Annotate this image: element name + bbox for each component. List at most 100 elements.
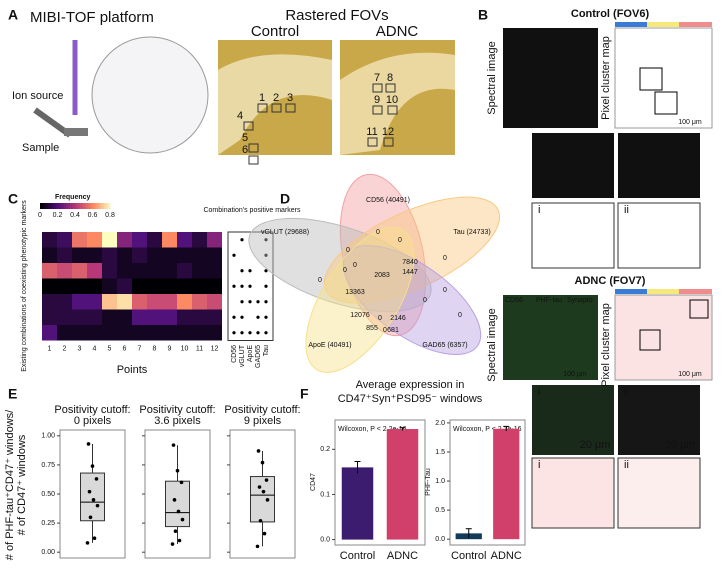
fov-box: [387, 105, 398, 115]
heat-cell: [57, 247, 72, 263]
marker-dot: [240, 269, 244, 273]
heat-cell: [117, 325, 132, 341]
point: [257, 485, 262, 489]
label: # of CD47⁺ windows: [16, 434, 28, 535]
label: 0: [353, 262, 357, 269]
colorbar: [48, 203, 51, 209]
marker-dot: [264, 331, 268, 335]
colorbar: [88, 203, 91, 209]
heat-cell: [72, 263, 87, 279]
heat-cell: [57, 325, 72, 341]
heat-cell: [102, 309, 117, 325]
heat-cell: [207, 263, 222, 279]
heat-cell: [147, 232, 162, 248]
label: 12076: [350, 312, 370, 319]
point: [88, 515, 93, 520]
heat-cell: [72, 232, 87, 248]
label: 2146: [390, 315, 406, 322]
marker-dot: [256, 300, 260, 304]
label: ii: [624, 204, 629, 216]
label: D: [280, 191, 290, 207]
marker-dot: [248, 300, 252, 304]
point: [176, 509, 181, 514]
colorbar: [86, 203, 89, 209]
heat-cell: [102, 247, 117, 263]
colorbar: [46, 203, 49, 209]
point: [170, 542, 175, 546]
point: [86, 442, 91, 446]
marker-dot: [248, 269, 252, 273]
heat-cell: [162, 278, 177, 294]
heat-cell: [192, 309, 207, 325]
label: Wilcoxon, P < 2.2e-16: [338, 426, 407, 433]
label: 0: [318, 277, 322, 284]
heat-cell: [117, 232, 132, 248]
marker-dot: [232, 284, 236, 288]
fov-box: [367, 137, 378, 147]
label: 5: [108, 345, 112, 352]
heat-cell: [207, 294, 222, 310]
heat-cell: [42, 294, 57, 310]
label: CD56: [231, 345, 238, 363]
heat-cell: [87, 278, 102, 294]
label: 7: [138, 345, 142, 352]
label: 9: [168, 345, 172, 352]
heat-cell: [192, 232, 207, 248]
label: MIBI-TOF platform: [30, 9, 154, 26]
point: [255, 544, 260, 549]
heat-cell: [207, 325, 222, 341]
marker-dot: [240, 284, 244, 288]
colorbar: [64, 203, 67, 209]
y-tick-label: 0.00: [41, 549, 55, 556]
label: B: [478, 7, 488, 23]
point: [177, 538, 182, 543]
fov-box: [271, 103, 282, 113]
label: 1447: [402, 269, 418, 276]
label: 0: [398, 237, 402, 244]
label: Positivity cutoff:: [224, 404, 300, 416]
point: [173, 529, 178, 534]
colorbar: [108, 203, 111, 209]
heat-cell: [117, 309, 132, 325]
label: 13363: [345, 289, 365, 296]
marker-dot: [264, 284, 268, 288]
heat-cell: [42, 232, 57, 248]
heat-cell: [57, 263, 72, 279]
heat-cell: [57, 232, 72, 248]
fov-box: [385, 83, 396, 93]
label: Control: [251, 23, 299, 40]
heat-cell: [162, 247, 177, 263]
label: PHF-Tau: [425, 468, 432, 496]
y-tick-label: 1.00: [41, 433, 55, 440]
heat-cell: [132, 247, 147, 263]
marker-dot: [264, 269, 268, 273]
heat-cell: [72, 247, 87, 263]
label: CD56 (40491): [366, 197, 410, 204]
heat-cell: [132, 278, 147, 294]
sample-stage: [64, 128, 88, 136]
label: Spectral image: [486, 308, 498, 381]
label: ii: [624, 459, 629, 471]
heat-cell: [147, 278, 162, 294]
y-tick-label: 0.75: [41, 462, 55, 469]
venn-set: [248, 217, 432, 313]
label: ApoE: [247, 345, 254, 362]
heat-cell: [72, 325, 87, 341]
label: 20 μm: [665, 439, 696, 451]
label: 0: [443, 255, 447, 262]
heat-cell: [132, 263, 147, 279]
label: 0: [383, 327, 387, 334]
label: 1: [259, 92, 265, 104]
heat-cell: [162, 232, 177, 248]
heat-cell: [102, 263, 117, 279]
label: ADNC: [376, 23, 419, 40]
label: ADNC (FOV7): [575, 275, 646, 287]
label: Control (FOV6): [571, 8, 650, 20]
marker-dot: [240, 300, 244, 304]
label: i: [538, 459, 540, 471]
colorbar: [54, 203, 57, 209]
marker-dot: [264, 238, 268, 242]
colorbar: [98, 203, 101, 209]
venn-set: [305, 227, 415, 373]
label: 8: [387, 72, 393, 84]
